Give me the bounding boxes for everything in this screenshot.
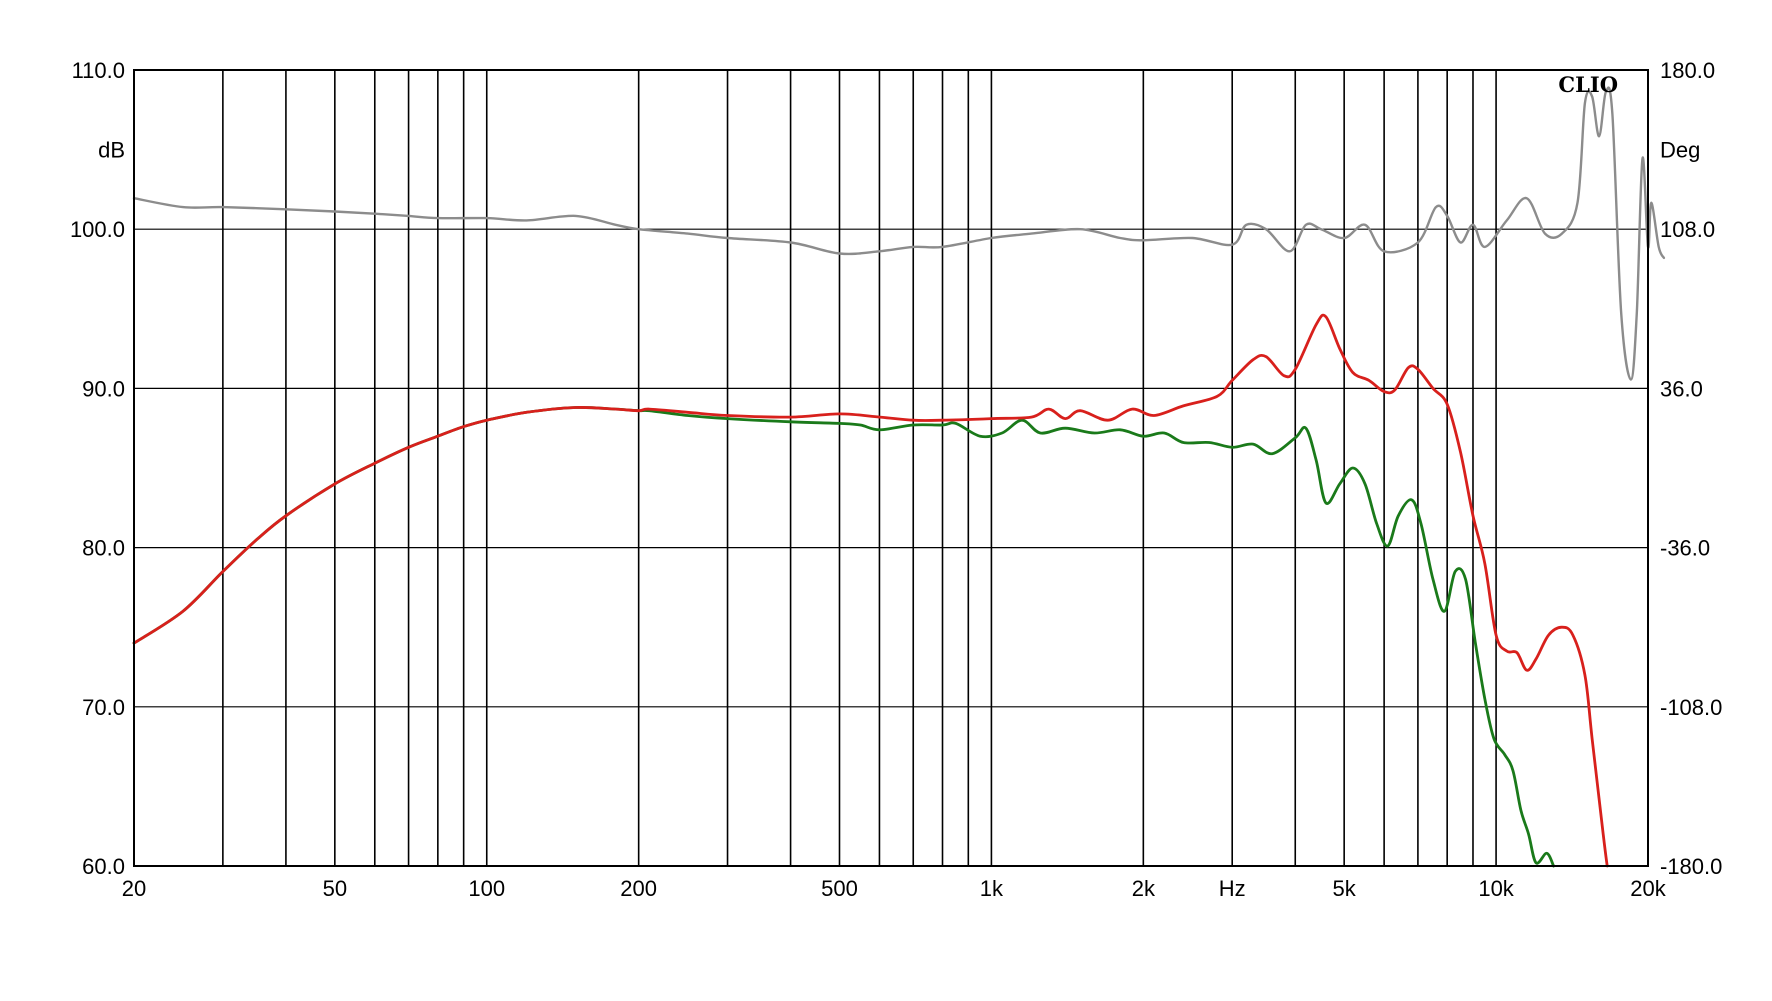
x-tick-label: 5k [1333, 876, 1357, 901]
x-tick-label: 2k [1132, 876, 1156, 901]
x-tick-label: 500 [821, 876, 858, 901]
y-tick-label: 80.0 [82, 536, 125, 561]
y-tick-label: 90.0 [82, 376, 125, 401]
gray-curve [132, 86, 1666, 381]
x-tick-label: 200 [620, 876, 657, 901]
y2-tick-label: 108.0 [1660, 217, 1715, 242]
red-curve [132, 313, 1609, 868]
x-tick-label: 1k [980, 876, 1004, 901]
x-tick-label: 10k [1478, 876, 1514, 901]
y-tick-label: 60.0 [82, 854, 125, 879]
curves [132, 86, 1666, 868]
axis-labels: dB Deg Hz CLIO 60.0 70.0 80.0 90.0 100.0 110.… [70, 58, 1722, 901]
y2-tick-label: 180.0 [1660, 58, 1715, 83]
y2-tick-label: -36.0 [1660, 536, 1710, 561]
plot-frame [133, 69, 1649, 867]
y2-tick-label: -180.0 [1660, 854, 1722, 879]
x-tick-label: 20k [1630, 876, 1666, 901]
y2-axis-label: Deg [1660, 138, 1700, 163]
x-tick-label: 20 [122, 876, 146, 901]
x-tick-label: 100 [468, 876, 505, 901]
x-axis-label: Hz [1219, 876, 1246, 901]
y-axis-label: dB [98, 138, 125, 163]
y2-tick-label: -108.0 [1660, 695, 1722, 720]
y-tick-label: 70.0 [82, 695, 125, 720]
y2-tick-label: 36.0 [1660, 376, 1703, 401]
x-tick-label: 50 [323, 876, 347, 901]
y-tick-label: 100.0 [70, 217, 125, 242]
y-tick-label: 110.0 [72, 58, 125, 83]
clio-logo: CLIO [1558, 72, 1618, 97]
